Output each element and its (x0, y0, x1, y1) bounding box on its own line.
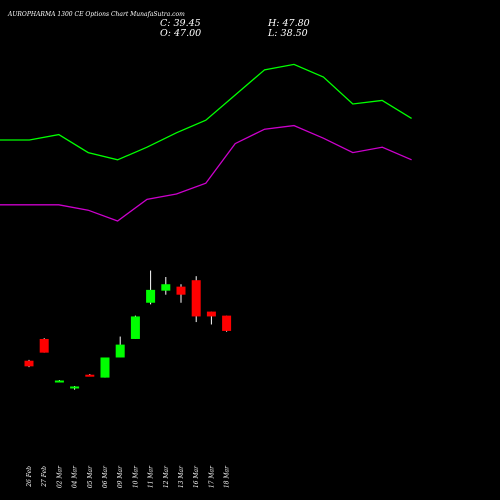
candle (115, 336, 125, 358)
close-open-readout: C: 39.45 O: 47.00 (160, 19, 201, 39)
x-tick-label: 04 Mar (72, 465, 79, 488)
candles-layer (24, 270, 232, 390)
upper-band-line (0, 63, 412, 161)
x-tick-label: 26 Feb (26, 466, 33, 488)
open-value: O: 47.00 (160, 28, 202, 39)
candle (191, 276, 201, 323)
candle (70, 385, 80, 390)
candle (100, 357, 110, 378)
candle-body (176, 286, 186, 295)
candle (222, 315, 232, 332)
x-tick-label: 09 Mar (117, 465, 124, 488)
candle (146, 270, 156, 305)
x-tick-label: 06 Mar (102, 465, 109, 488)
candle-body (206, 311, 216, 317)
high-value: H: 47.80 (268, 18, 310, 29)
candle (161, 276, 171, 295)
candle-body (85, 374, 95, 377)
candle-body (161, 284, 171, 291)
x-tick-label: 11 Mar (148, 465, 155, 488)
candle (24, 359, 34, 368)
candle-body (100, 357, 110, 378)
x-tick-label: 05 Mar (87, 465, 94, 488)
x-tick-label: 16 Mar (193, 465, 200, 488)
candle (130, 315, 140, 339)
bands-layer (0, 63, 412, 222)
candle (85, 374, 95, 377)
candle-body (222, 315, 232, 331)
candle (39, 338, 49, 353)
x-tick-label: 10 Mar (132, 465, 139, 488)
close-value: C: 39.45 (160, 18, 201, 29)
low-value: L: 38.50 (268, 28, 308, 39)
x-tick-label: 17 Mar (208, 465, 215, 488)
x-tick-label: 12 Mar (163, 465, 170, 488)
x-tick-label: 27 Feb (41, 466, 48, 488)
candle-body (24, 360, 34, 367)
x-tick-label: 18 Mar (224, 465, 231, 488)
candle-body (130, 316, 140, 339)
candle (54, 380, 64, 383)
x-tick-labels: 26 Feb 27 Feb 02 Mar 04 Mar 05 Mar 06 Mar 09 M… (26, 465, 231, 488)
lower-band-line (0, 124, 412, 222)
candle-body (146, 289, 156, 303)
candle-body (70, 386, 80, 389)
candle-body (115, 344, 125, 358)
candle (176, 284, 186, 303)
candle-body (39, 338, 49, 353)
x-tick-label: 13 Mar (178, 465, 185, 488)
chart-title: AUROPHARMA 1300 CE Options Chart MunafaS… (8, 11, 185, 18)
candle (206, 311, 216, 325)
high-low-readout: H: 47.80 L: 38.50 (268, 19, 310, 39)
candle-body (54, 380, 64, 383)
x-tick-label: 02 Mar (56, 465, 63, 488)
candle-body (191, 280, 201, 317)
